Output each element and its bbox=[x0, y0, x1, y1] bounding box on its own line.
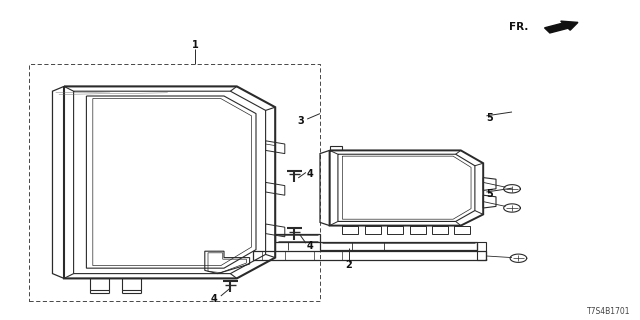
Text: 5: 5 bbox=[486, 113, 493, 123]
Text: FR.: FR. bbox=[509, 22, 528, 32]
Text: 4: 4 bbox=[211, 294, 218, 304]
Text: 1: 1 bbox=[192, 40, 198, 51]
FancyArrow shape bbox=[545, 21, 578, 33]
Text: 4: 4 bbox=[307, 241, 314, 252]
Text: 2: 2 bbox=[346, 260, 352, 270]
Text: T7S4B1701: T7S4B1701 bbox=[587, 307, 630, 316]
Text: 4: 4 bbox=[307, 169, 314, 180]
Text: 5: 5 bbox=[486, 189, 493, 199]
Text: 3: 3 bbox=[298, 116, 304, 126]
